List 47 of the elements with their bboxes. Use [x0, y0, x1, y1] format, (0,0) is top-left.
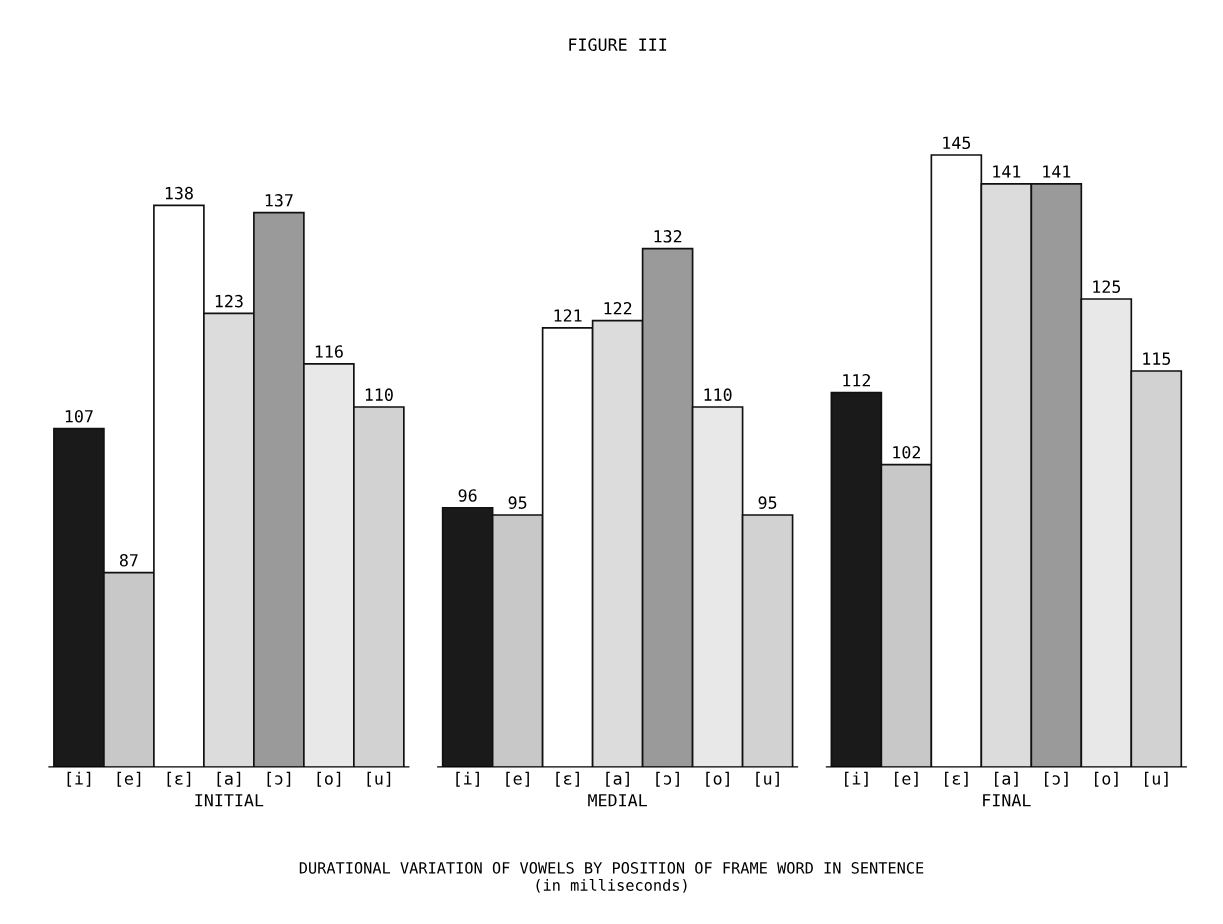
data-label: 116: [315, 345, 343, 358]
x-tick-label: [e]: [117, 771, 141, 787]
data-label: 95: [758, 496, 777, 509]
data-label: 123: [215, 294, 243, 308]
x-axis-title: INITIAL: [195, 794, 264, 807]
x-tick-label: [ɛ]: [167, 771, 191, 787]
data-label: 132: [654, 230, 682, 243]
x-tick-label: [i]: [456, 771, 479, 787]
data-label: 87: [119, 553, 138, 567]
x-tick-label: [u]: [1145, 771, 1168, 787]
data-label: 121: [554, 309, 582, 322]
x-tick-label: [e]: [506, 771, 529, 787]
x-tick-label: [a]: [217, 771, 241, 787]
x-tick-label: [ɛ]: [556, 771, 579, 787]
x-tick-label: [u]: [756, 771, 779, 787]
data-label: 122: [604, 301, 632, 315]
x-tick-label: [i]: [845, 771, 868, 787]
data-label: 141: [993, 165, 1021, 178]
data-label: 96: [458, 489, 477, 502]
data-label: 112: [843, 373, 871, 387]
data-label: 102: [893, 445, 920, 459]
data-label: 110: [365, 388, 393, 401]
x-tick-label: [ɔ]: [1045, 771, 1068, 787]
data-label: 138: [165, 186, 193, 200]
data-label: 110: [704, 388, 732, 401]
x-tick-label: [a]: [606, 771, 629, 787]
data-label: 141: [1043, 165, 1071, 178]
x-axis-title: MEDIAL: [588, 794, 647, 807]
x-tick-label: [ɔ]: [267, 771, 291, 787]
data-label: 107: [65, 409, 93, 423]
data-label: 115: [1143, 352, 1171, 365]
data-label: 125: [1093, 280, 1121, 293]
x-tick-label: [o]: [317, 771, 341, 787]
x-tick-label: [i]: [67, 771, 91, 787]
x-axis-title: FINAL: [983, 794, 1031, 807]
x-tick-label: [o]: [706, 771, 729, 787]
chart-title: FIGURE III: [569, 38, 667, 51]
data-label: 95: [508, 496, 527, 509]
x-tick-label: [a]: [995, 771, 1018, 787]
x-tick-label: [o]: [1095, 771, 1118, 787]
x-tick-label: [ɛ]: [945, 771, 968, 787]
data-label: 137: [265, 194, 293, 207]
x-tick-label: [u]: [367, 771, 391, 787]
annotation: DURATIONAL VARIATION OF VOWELS BY POSITION OF FRAME WORD IN SENTENCE (in milliseconds): [299, 862, 924, 893]
x-tick-label: [e]: [895, 771, 918, 787]
x-tick-label: [ɔ]: [656, 771, 679, 787]
data-label: 145: [943, 136, 971, 150]
